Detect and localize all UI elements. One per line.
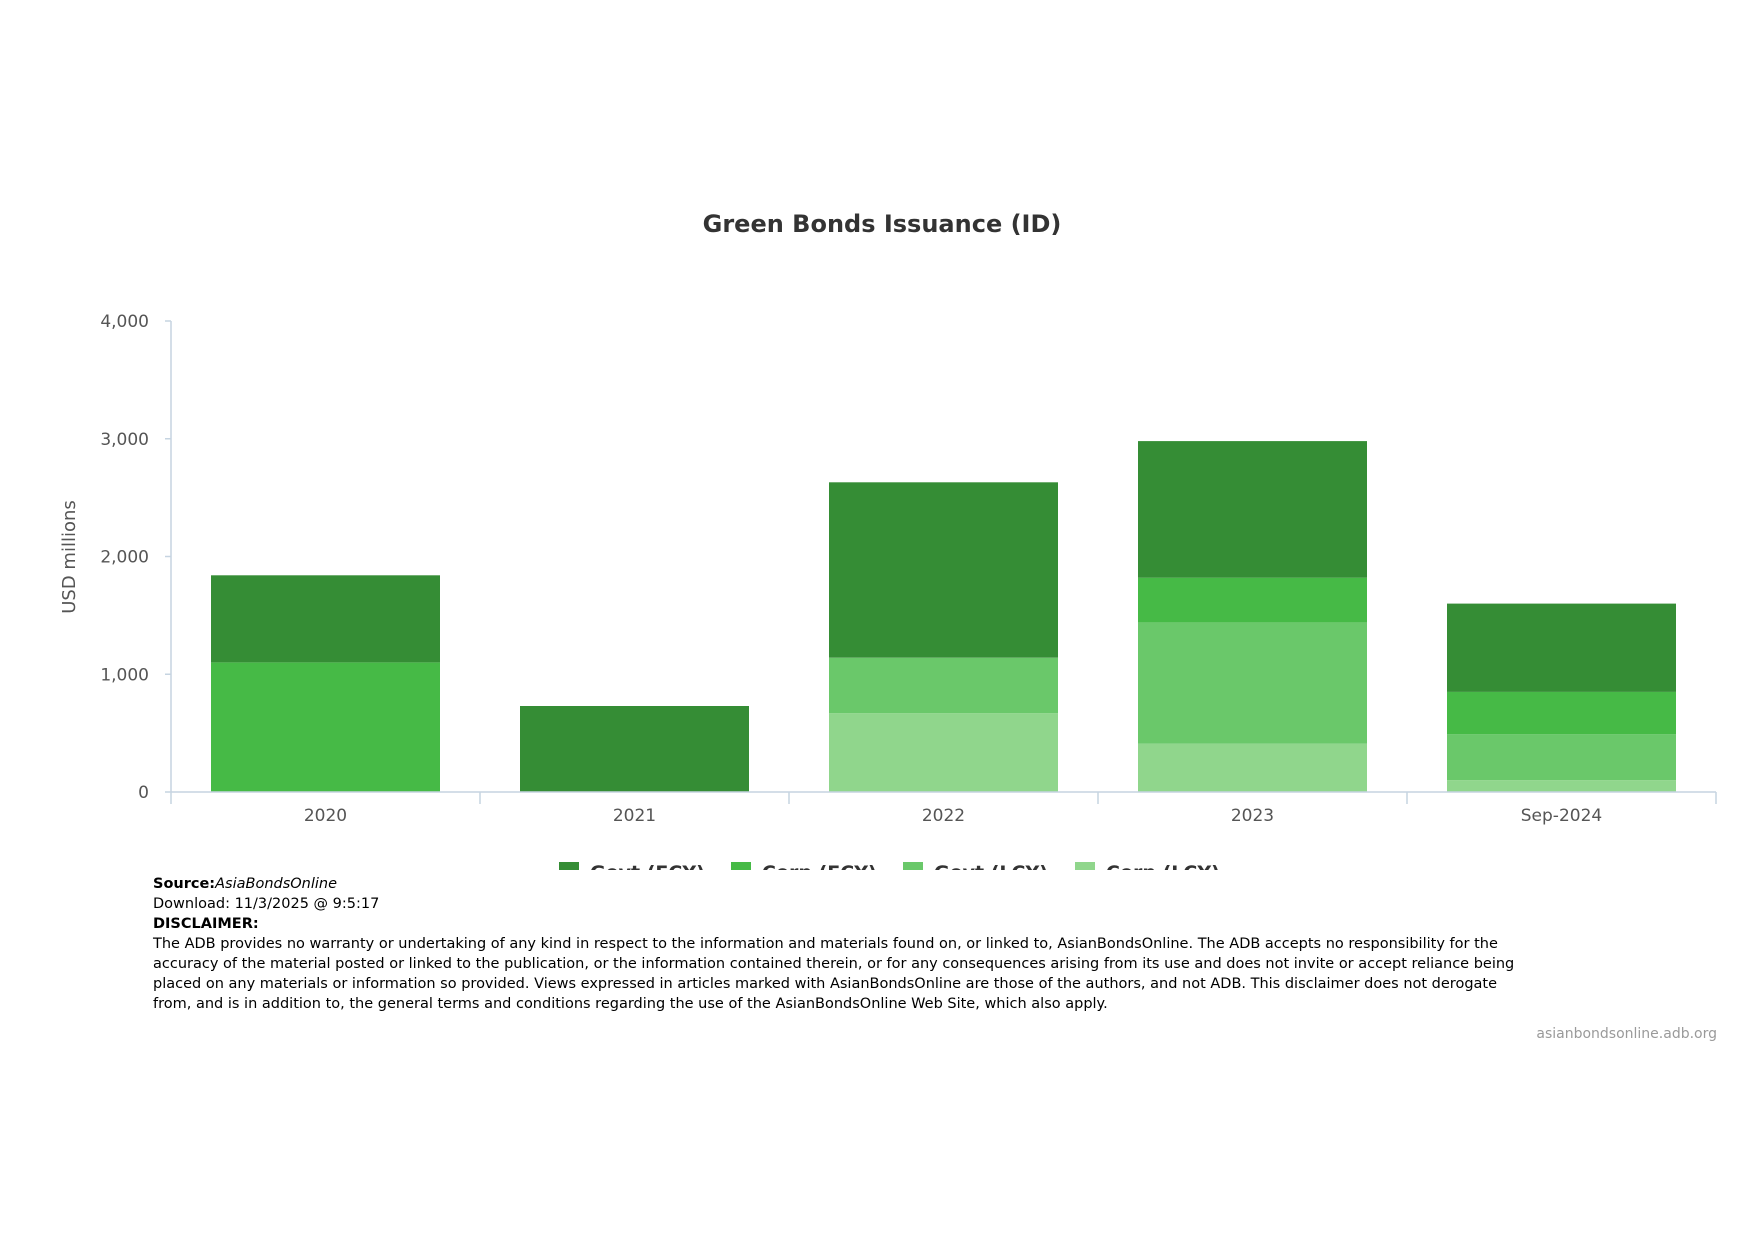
x-tick-label: 2020 bbox=[304, 806, 347, 826]
legend-swatch-govt-fcy[interactable] bbox=[559, 862, 579, 870]
source-name: AsiaBondsOnline bbox=[215, 876, 338, 892]
bars-group bbox=[211, 441, 1676, 792]
y-tick-label: 4,000 bbox=[100, 312, 149, 332]
legend-label-govt-lcy[interactable]: Govt (LCY) bbox=[934, 862, 1048, 870]
legend-swatch-govt-lcy[interactable] bbox=[903, 862, 923, 870]
disclaimer-label: DISCLAIMER: bbox=[153, 916, 259, 932]
legend-swatch-corp-lcy[interactable] bbox=[1075, 862, 1095, 870]
legend-label-corp-fcy[interactable]: Corp (FCY) bbox=[762, 862, 877, 870]
bar-corp-lcy-2022 bbox=[829, 713, 1058, 792]
legend-label-corp-lcy[interactable]: Corp (LCY) bbox=[1106, 862, 1220, 870]
download-line: Download: 11/3/2025 @ 9:5:17 bbox=[153, 896, 380, 912]
bar-govt-fcy-2021 bbox=[520, 706, 749, 792]
credit-link[interactable]: asianbondsonline.adb.org bbox=[1536, 1026, 1717, 1042]
legend: Govt (FCY) Corp (FCY) Govt (LCY) Corp (LCY) bbox=[559, 862, 1220, 870]
bar-corp-lcy-sep-2024 bbox=[1447, 780, 1676, 792]
chart-title: Green Bonds Issuance (ID) bbox=[703, 210, 1062, 238]
y-tick-label: 1,000 bbox=[100, 665, 149, 685]
chart-footer: Source:AsiaBondsOnline Download: 11/3/20… bbox=[153, 874, 1533, 1014]
bar-corp-lcy-2023 bbox=[1138, 743, 1367, 792]
x-tick-label: 2021 bbox=[613, 806, 656, 826]
disclaimer-text: The ADB provides no warranty or undertak… bbox=[153, 936, 1515, 1012]
bar-corp-fcy-2020 bbox=[211, 662, 440, 792]
bar-govt-lcy-2023 bbox=[1138, 622, 1367, 744]
bar-govt-fcy-2020 bbox=[211, 575, 440, 663]
legend-label-govt-fcy[interactable]: Govt (FCY) bbox=[590, 862, 705, 870]
bar-chart: Green Bonds Issuance (ID) USD millions 0… bbox=[59, 210, 1717, 870]
bar-govt-lcy-2022 bbox=[829, 657, 1058, 714]
bar-govt-fcy-sep-2024 bbox=[1447, 603, 1676, 692]
legend-swatch-corp-fcy[interactable] bbox=[731, 862, 751, 870]
x-tick-label: 2023 bbox=[1231, 806, 1274, 826]
y-tick-label: 0 bbox=[138, 783, 149, 803]
axes-group: 0 1,000 2,000 3,000 4,000 2020 2021 2022 2023 Sep… bbox=[100, 312, 1717, 826]
bar-govt-lcy-sep-2024 bbox=[1447, 734, 1676, 781]
y-tick-label: 2,000 bbox=[100, 548, 149, 568]
bar-corp-fcy-2023 bbox=[1138, 577, 1367, 623]
source-line: Source:AsiaBondsOnline bbox=[153, 874, 1533, 894]
y-tick-label: 3,000 bbox=[100, 430, 149, 450]
x-tick-label: 2022 bbox=[922, 806, 965, 826]
y-axis-label: USD millions bbox=[59, 500, 80, 614]
source-label: Source: bbox=[153, 876, 216, 892]
bar-govt-fcy-2022 bbox=[829, 482, 1058, 658]
bar-govt-fcy-2023 bbox=[1138, 441, 1367, 578]
bar-corp-fcy-sep-2024 bbox=[1447, 691, 1676, 735]
x-tick-label: Sep-2024 bbox=[1521, 806, 1602, 826]
